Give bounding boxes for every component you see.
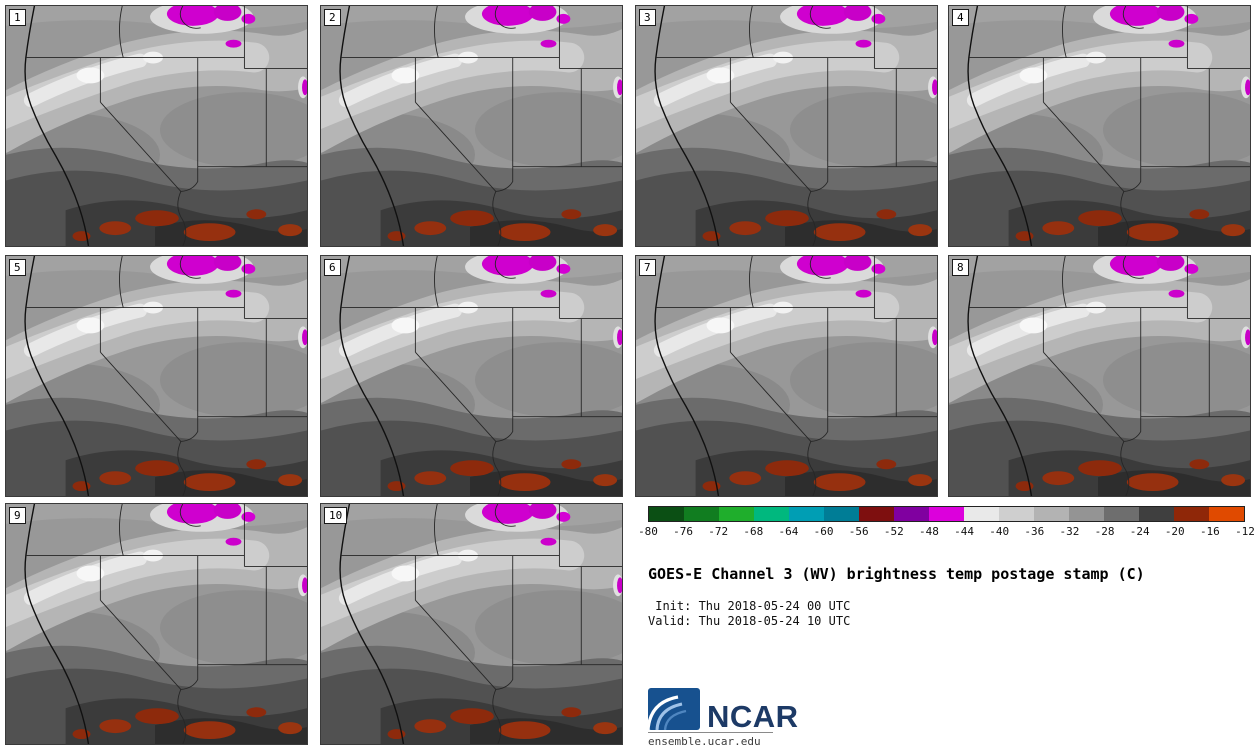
colorbar-tick-label: -64 <box>778 525 799 538</box>
ensemble-site-caption: ensemble.ucar.edu <box>648 735 761 746</box>
ensemble-member-panel-1: 1 <box>5 5 308 247</box>
colorbar-segment <box>894 507 929 521</box>
colorbar-tick-label: -28 <box>1094 525 1115 538</box>
colorbar-segment <box>719 507 754 521</box>
wv-satellite-map-image <box>321 6 622 246</box>
colorbar-tick-label: -56 <box>848 525 869 538</box>
panel-number-label: 2 <box>324 9 341 26</box>
colorbar-tick-label: -44 <box>954 525 974 538</box>
colorbar-segment <box>649 507 684 521</box>
colorbar-tick-label: -68 <box>743 525 764 538</box>
colorbar <box>648 506 1245 522</box>
ensemble-member-panel-8: 8 <box>948 255 1251 497</box>
colorbar-segment <box>1104 507 1139 521</box>
colorbar-tick-label: -76 <box>673 525 694 538</box>
colorbar-segment <box>964 507 999 521</box>
colorbar-tick-labels: -80 -76 -72 -68 -64 -60 -56 -52 -48 -44 -40 -36 -32 -… <box>638 525 1255 539</box>
colorbar-tick-label: -20 <box>1164 525 1185 538</box>
ensemble-member-panel-10: 10 <box>320 503 623 745</box>
ensemble-member-panel-4: 4 <box>948 5 1251 247</box>
wv-satellite-map-image <box>6 256 307 496</box>
panel-number-label: 8 <box>952 259 969 276</box>
ensemble-member-panel-6: 6 <box>320 255 623 497</box>
wv-satellite-map-image <box>6 6 307 246</box>
colorbar-segment <box>1034 507 1069 521</box>
colorbar-tick-label: -60 <box>813 525 834 538</box>
colorbar-segment <box>754 507 789 521</box>
ensemble-member-panel-7: 7 <box>635 255 938 497</box>
colorbar-segment <box>1174 507 1209 521</box>
colorbar-tick-label: -24 <box>1129 525 1150 538</box>
colorbar-tick-label: -16 <box>1199 525 1220 538</box>
wv-satellite-map-image <box>321 256 622 496</box>
figure-title: GOES-E Channel 3 (WV) brightness temp po… <box>648 565 1145 583</box>
wv-satellite-map-image <box>321 504 622 744</box>
colorbar-tick-label: -80 <box>638 525 658 538</box>
colorbar-tick-label: -40 <box>989 525 1010 538</box>
valid-time-label: Valid: Thu 2018-05-24 10 UTC <box>648 614 851 628</box>
panel-number-label: 1 <box>9 9 26 26</box>
colorbar-segment <box>859 507 894 521</box>
init-time-label: Init: Thu 2018-05-24 00 UTC <box>648 599 851 613</box>
ensemble-member-panel-3: 3 <box>635 5 938 247</box>
colorbar-segment <box>1069 507 1104 521</box>
ncar-logo: NCAR <box>648 688 799 734</box>
ensemble-member-panel-2: 2 <box>320 5 623 247</box>
colorbar-tick-label: -32 <box>1059 525 1080 538</box>
wv-satellite-map-image <box>636 6 937 246</box>
panel-number-label: 5 <box>9 259 26 276</box>
colorbar-tick-label: -72 <box>708 525 729 538</box>
panel-number-label: 4 <box>952 9 969 26</box>
panel-number-label: 9 <box>9 507 26 524</box>
colorbar-tick-label: -48 <box>919 525 939 538</box>
wv-satellite-map-image <box>6 504 307 744</box>
logo-divider <box>648 732 773 733</box>
colorbar-segment <box>789 507 824 521</box>
panel-number-label: 10 <box>324 507 348 524</box>
colorbar-tick-label: -12 <box>1235 525 1255 538</box>
panel-number-label: 7 <box>639 259 656 276</box>
ncar-logo-icon <box>648 688 700 730</box>
panel-number-label: 3 <box>639 9 656 26</box>
colorbar-tick-label: -36 <box>1024 525 1045 538</box>
panel-number-label: 6 <box>324 259 341 276</box>
colorbar-segment <box>999 507 1034 521</box>
legend-block: -80 -76 -72 -68 -64 -60 -56 -52 -48 -44 -40 -36 -32 -… <box>638 506 1255 746</box>
colorbar-segment <box>824 507 859 521</box>
ensemble-member-panel-5: 5 <box>5 255 308 497</box>
ensemble-member-panel-9: 9 <box>5 503 308 745</box>
colorbar-segment <box>929 507 964 521</box>
wv-satellite-map-image <box>636 256 937 496</box>
colorbar-segment <box>1139 507 1174 521</box>
colorbar-segment <box>1209 507 1244 521</box>
wv-satellite-map-image <box>949 6 1250 246</box>
wv-satellite-map-image <box>949 256 1250 496</box>
ncar-logo-text: NCAR <box>707 698 799 734</box>
colorbar-segment <box>684 507 719 521</box>
colorbar-tick-label: -52 <box>883 525 904 538</box>
